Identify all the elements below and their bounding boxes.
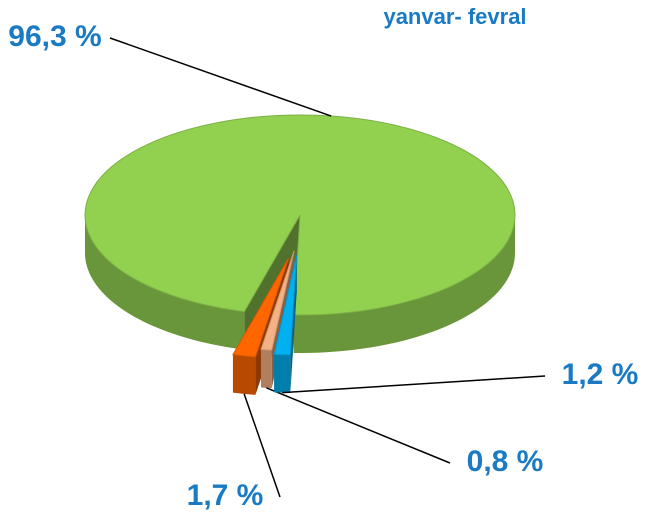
slice-side <box>85 215 245 350</box>
pie-slice <box>84 114 516 316</box>
pie-slice <box>273 254 298 356</box>
slice-cut <box>290 254 297 393</box>
value-label: 96,3 % <box>8 20 101 53</box>
pie-slice <box>260 250 295 351</box>
slice-side <box>232 354 256 395</box>
leader-line <box>243 393 281 498</box>
pie-slice <box>232 257 290 358</box>
value-label: 0,8 % <box>467 445 544 478</box>
value-label: 1,7 % <box>187 479 264 512</box>
chart-title: yanvar- fevral <box>383 4 526 29</box>
slice-side <box>274 354 291 393</box>
slice-side <box>260 349 272 389</box>
leader-line <box>282 375 546 394</box>
leader-line <box>109 37 332 117</box>
value-label: 1,2 % <box>562 358 639 391</box>
leader-line <box>266 387 451 464</box>
slice-side <box>293 215 515 353</box>
